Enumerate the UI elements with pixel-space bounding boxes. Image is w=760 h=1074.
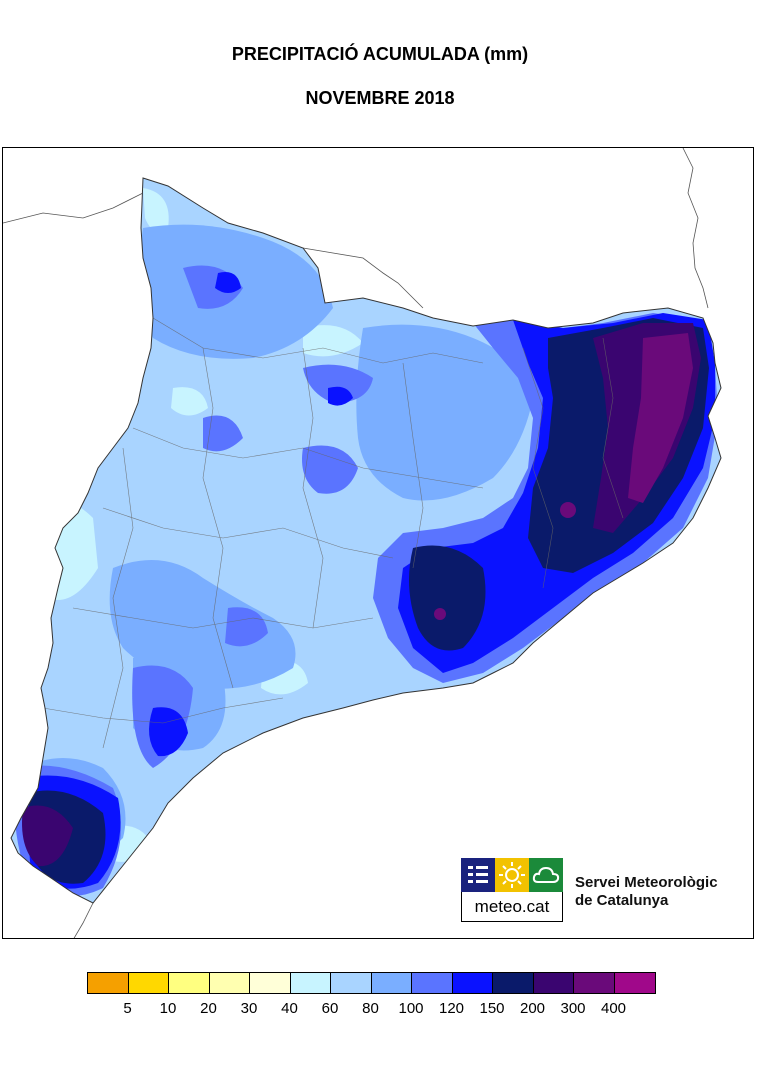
legend-label: 40 <box>281 1000 298 1017</box>
color-legend <box>87 972 656 994</box>
organization-line-1: Servei Meteorològic <box>575 874 718 891</box>
legend-label: 20 <box>200 1000 217 1017</box>
sun-icon <box>495 858 529 892</box>
legend-label: 300 <box>560 1000 586 1017</box>
legend-label: 30 <box>240 1000 258 1017</box>
comarca-boundaries <box>42 317 624 749</box>
legend-swatch <box>169 973 210 993</box>
legend-label: 400 <box>600 1000 627 1017</box>
legend-label: 5 <box>123 1000 132 1017</box>
legend-swatch <box>371 973 412 993</box>
legend-swatch <box>493 973 534 993</box>
legend-swatch <box>290 973 331 993</box>
legend-label: 150 <box>479 1000 505 1017</box>
zone-400 <box>628 333 693 503</box>
map-title: PRECIPITACIÓ ACUMULADA (mm) <box>231 44 529 64</box>
organization-line-2: de Catalunya <box>575 892 669 909</box>
legend-label: 120 <box>438 1000 465 1017</box>
logo-text: meteo.cat <box>461 892 563 922</box>
legend-swatch <box>128 973 169 993</box>
legend-label: 100 <box>398 1000 424 1017</box>
organization-name: Servei Meteorològic de Catalunya <box>575 874 718 910</box>
map-subtitle: NOVEMBRE 2018 <box>305 88 455 108</box>
legend-swatch <box>614 973 655 993</box>
bars-icon <box>461 858 495 892</box>
border-lines <box>3 148 709 938</box>
legend-swatch <box>452 973 493 993</box>
legend-swatch <box>574 973 615 993</box>
legend-swatch <box>412 973 453 993</box>
legend-label: 10 <box>159 1000 177 1017</box>
legend-swatch <box>88 973 129 993</box>
legend-swatch <box>209 973 250 993</box>
legend-swatch <box>250 973 291 993</box>
legend-label: 80 <box>362 1000 379 1017</box>
legend-label: 60 <box>321 1000 339 1017</box>
legend-swatch <box>331 973 372 993</box>
legend-label: 200 <box>519 1000 546 1017</box>
cloud-icon <box>529 858 563 892</box>
meteocat-logo: meteo.cat <box>461 858 563 926</box>
legend-swatch <box>533 973 574 993</box>
precipitation-map <box>2 147 754 939</box>
legend-labels: 5 10 20 30 40 60 80 100 120 150 200 300 400 <box>87 1000 657 1020</box>
